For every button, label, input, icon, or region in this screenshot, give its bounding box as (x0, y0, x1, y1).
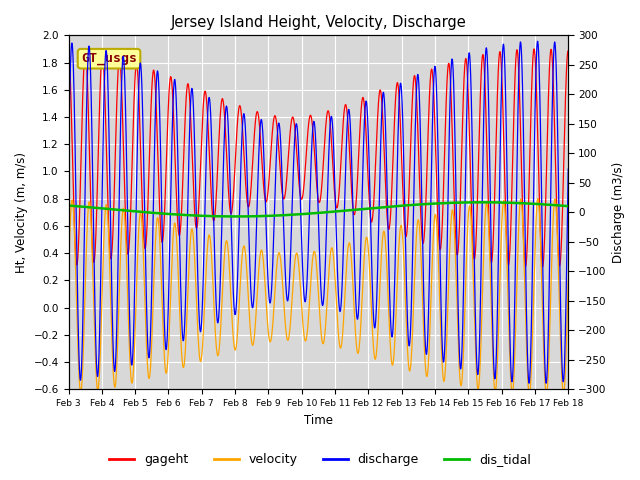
velocity (476, 377, 483, 383)
velocity (156, 229, 163, 235)
discharge (364, 130, 372, 136)
Title: Jersey Island Height, Velocity, Discharge: Jersey Island Height, Velocity, Discharg… (170, 15, 467, 30)
Y-axis label: Ht, Velocity (m, m/s): Ht, Velocity (m, m/s) (15, 152, 28, 273)
gageht (530, 46, 538, 52)
gageht (65, 48, 72, 53)
gageht (539, 264, 547, 270)
discharge (438, 316, 445, 322)
gageht (255, 122, 263, 128)
dis_tidal (232, 214, 240, 219)
Line: dis_tidal: dis_tidal (68, 202, 568, 216)
velocity (525, 392, 533, 397)
dis_tidal (438, 200, 445, 206)
discharge (65, 155, 72, 160)
dis_tidal (564, 203, 572, 209)
gageht (476, 126, 483, 132)
discharge (156, 97, 163, 103)
gageht (564, 48, 572, 54)
Line: gageht: gageht (68, 49, 568, 267)
velocity (438, 345, 445, 350)
X-axis label: Time: Time (304, 414, 333, 427)
dis_tidal (364, 206, 372, 212)
velocity (534, 196, 541, 202)
gageht (364, 178, 372, 183)
gageht (438, 238, 445, 244)
dis_tidal (479, 199, 486, 205)
gageht (390, 143, 397, 148)
velocity (65, 271, 72, 276)
discharge (564, 166, 572, 172)
dis_tidal (390, 204, 397, 209)
gageht (156, 196, 163, 202)
Line: discharge: discharge (68, 41, 568, 383)
velocity (564, 277, 572, 283)
dis_tidal (476, 199, 483, 205)
dis_tidal (156, 210, 163, 216)
velocity (364, 244, 372, 250)
discharge (534, 38, 541, 44)
Y-axis label: Discharge (m3/s): Discharge (m3/s) (612, 162, 625, 263)
dis_tidal (256, 213, 264, 219)
discharge (255, 136, 263, 142)
velocity (255, 258, 263, 264)
discharge (390, 315, 397, 321)
Legend: gageht, velocity, discharge, dis_tidal: gageht, velocity, discharge, dis_tidal (104, 448, 536, 471)
discharge (476, 344, 483, 350)
dis_tidal (65, 203, 72, 208)
discharge (525, 380, 533, 386)
Line: velocity: velocity (68, 199, 568, 395)
velocity (390, 358, 397, 363)
Text: GT_usgs: GT_usgs (81, 52, 137, 65)
